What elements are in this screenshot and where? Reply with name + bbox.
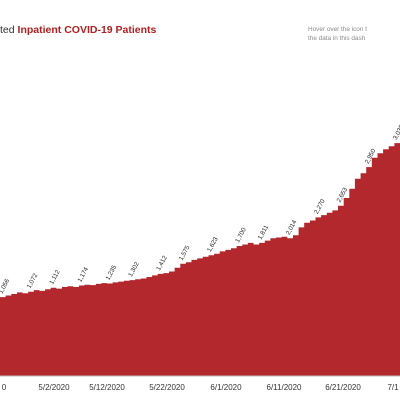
x-tick-label: 7/1 [387, 383, 399, 392]
data-label: 1,174 [76, 266, 90, 284]
inpatient-area [0, 140, 400, 376]
data-label: 2,270 [313, 198, 327, 216]
hover-note-line1: Hover over the icon t [308, 26, 367, 33]
data-label: 1,412 [155, 254, 169, 272]
data-label: 1,072 [26, 272, 40, 290]
data-label: 1,575 [178, 244, 192, 262]
x-tick-label: 6/11/2020 [267, 383, 303, 392]
data-label: 1,235 [105, 264, 119, 282]
data-label: 1,700 [234, 226, 248, 244]
data-label: 1,112 [48, 269, 62, 286]
data-label: 1,056 [0, 277, 11, 295]
x-tick-label: 5/22/2020 [149, 383, 185, 392]
x-tick-label: 6/1/2020 [210, 383, 242, 392]
hover-note: Hover over the icon t the data in this d… [308, 25, 367, 43]
title-highlight: Inpatient COVID-19 Patients [17, 24, 157, 36]
hover-note-line2: the data in this dash [308, 35, 366, 42]
data-label: 1,623 [206, 236, 220, 254]
x-tick-label: 5/2/2020 [38, 383, 70, 392]
x-tick-label: 6/21/2020 [325, 383, 361, 392]
data-label: 1,302 [127, 260, 141, 278]
x-tick-label: 0 [2, 383, 7, 392]
data-label: 3,035 [392, 123, 400, 141]
x-tick-label: 5/12/2020 [89, 383, 125, 392]
x-axis-ticks: 0 5/2/2020 5/12/2020 5/22/2020 6/1/2020 6/11/… [2, 383, 399, 392]
data-label: 2,014 [285, 219, 299, 237]
data-label: 1,811 [257, 224, 271, 241]
title-prefix: ted [0, 24, 15, 36]
chart-title: ted Inpatient COVID-19 Patients [0, 24, 156, 36]
